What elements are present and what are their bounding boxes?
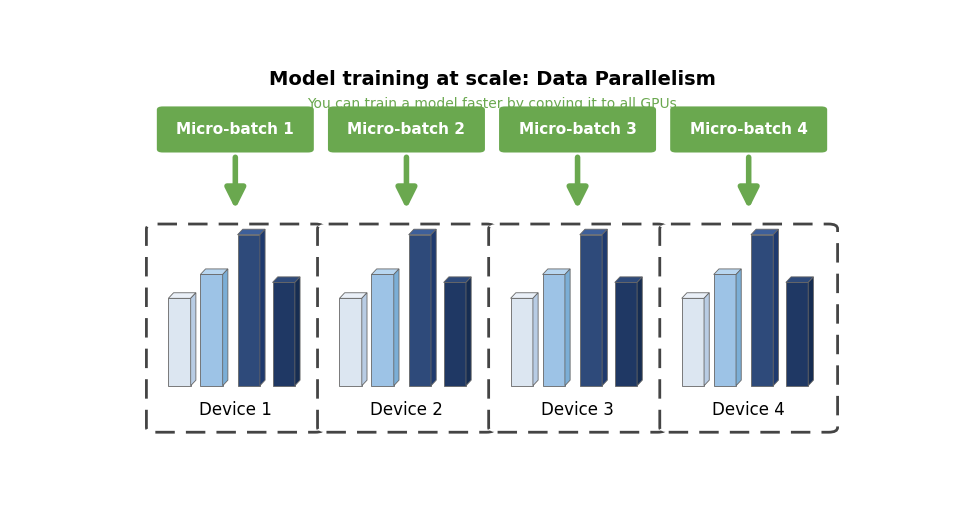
Polygon shape	[751, 235, 773, 386]
Polygon shape	[260, 229, 265, 386]
Polygon shape	[564, 269, 570, 386]
Polygon shape	[191, 293, 196, 386]
Polygon shape	[682, 293, 709, 298]
Polygon shape	[736, 269, 741, 386]
Polygon shape	[542, 275, 564, 386]
Polygon shape	[511, 298, 533, 386]
Polygon shape	[786, 282, 808, 386]
Polygon shape	[409, 229, 436, 235]
Polygon shape	[466, 277, 471, 386]
FancyBboxPatch shape	[318, 224, 495, 432]
Text: Device 4: Device 4	[712, 400, 785, 418]
Polygon shape	[773, 229, 779, 386]
Polygon shape	[273, 282, 295, 386]
Polygon shape	[237, 229, 265, 235]
Polygon shape	[511, 293, 539, 298]
FancyBboxPatch shape	[660, 224, 837, 432]
Polygon shape	[580, 235, 602, 386]
FancyBboxPatch shape	[499, 106, 656, 153]
Text: Micro-batch 4: Micro-batch 4	[689, 122, 807, 137]
Text: You can train a model faster by copying it to all GPUs: You can train a model faster by copying …	[307, 96, 677, 110]
Polygon shape	[713, 275, 736, 386]
Text: Micro-batch 1: Micro-batch 1	[177, 122, 294, 137]
Polygon shape	[409, 235, 431, 386]
Polygon shape	[713, 269, 741, 275]
Text: Micro-batch 3: Micro-batch 3	[518, 122, 636, 137]
Polygon shape	[340, 293, 367, 298]
FancyBboxPatch shape	[156, 106, 314, 153]
Text: Model training at scale: Data Parallelism: Model training at scale: Data Parallelis…	[269, 70, 715, 89]
Polygon shape	[362, 293, 367, 386]
Polygon shape	[444, 277, 471, 282]
Text: Device 2: Device 2	[370, 400, 443, 418]
Polygon shape	[614, 282, 637, 386]
Polygon shape	[602, 229, 608, 386]
Text: Micro-batch 2: Micro-batch 2	[348, 122, 466, 137]
Polygon shape	[394, 269, 399, 386]
Polygon shape	[201, 275, 223, 386]
Polygon shape	[580, 229, 608, 235]
Polygon shape	[444, 282, 466, 386]
Polygon shape	[614, 277, 642, 282]
Polygon shape	[295, 277, 300, 386]
Polygon shape	[751, 229, 779, 235]
Text: Device 3: Device 3	[541, 400, 614, 418]
Polygon shape	[168, 298, 191, 386]
Polygon shape	[372, 275, 394, 386]
Polygon shape	[704, 293, 709, 386]
Polygon shape	[682, 298, 704, 386]
Text: Device 1: Device 1	[199, 400, 272, 418]
FancyBboxPatch shape	[147, 224, 324, 432]
Polygon shape	[168, 293, 196, 298]
Polygon shape	[372, 269, 399, 275]
FancyBboxPatch shape	[328, 106, 485, 153]
Polygon shape	[273, 277, 300, 282]
Polygon shape	[808, 277, 813, 386]
FancyBboxPatch shape	[670, 106, 828, 153]
Polygon shape	[340, 298, 362, 386]
Polygon shape	[431, 229, 436, 386]
Polygon shape	[201, 269, 228, 275]
Polygon shape	[786, 277, 813, 282]
FancyBboxPatch shape	[489, 224, 666, 432]
Polygon shape	[237, 235, 260, 386]
Polygon shape	[533, 293, 539, 386]
Polygon shape	[637, 277, 642, 386]
Polygon shape	[223, 269, 228, 386]
Polygon shape	[542, 269, 570, 275]
